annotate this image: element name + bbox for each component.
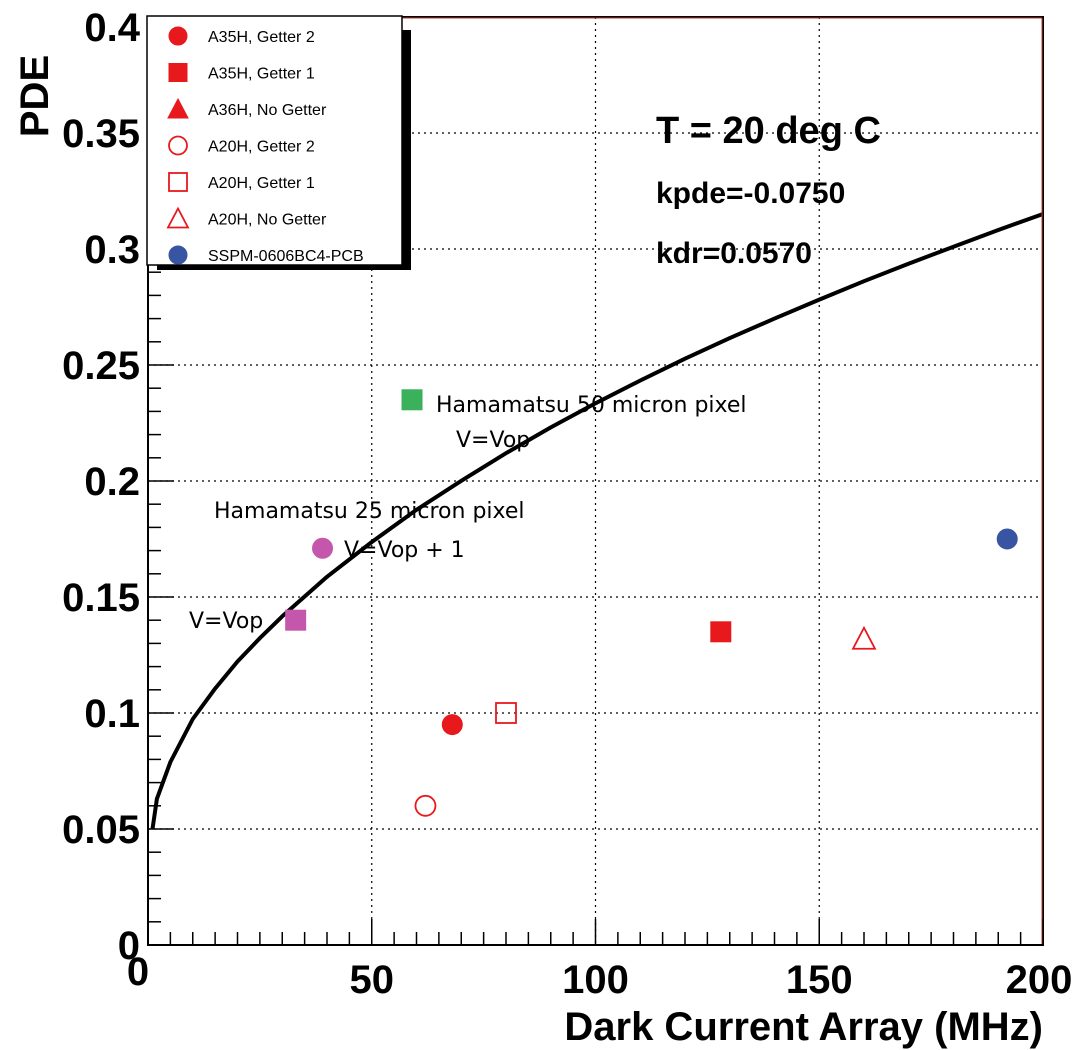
x-tick-label: 200 — [1006, 958, 1073, 1002]
legend-label: A20H, Getter 1 — [208, 175, 315, 192]
kpde-label: kpde=-0.0750 — [656, 177, 845, 210]
data-point — [851, 625, 877, 650]
y-tick-label: 0.4 — [84, 6, 140, 50]
data-point — [401, 389, 423, 411]
legend-label: SSPM-0606BC4-PCB — [208, 248, 364, 265]
y-axis-title: PDE — [13, 55, 57, 137]
y-tick-label: 0.35 — [62, 112, 140, 156]
fit-curve — [150, 212, 1044, 830]
legend-marker — [168, 63, 188, 82]
y-tick-label: 0 — [118, 924, 140, 968]
legend-label: A36H, No Getter — [208, 102, 327, 119]
y-tick-label: 0.1 — [84, 692, 140, 736]
x-tick-label: 150 — [786, 958, 853, 1002]
y-tick-label: 0.3 — [84, 228, 140, 272]
data-points — [285, 389, 1018, 817]
y-tick-label: 0.25 — [62, 344, 140, 388]
x-tick-label: 0 — [127, 950, 149, 994]
legend-marker — [168, 245, 188, 265]
x-tick-label: 50 — [350, 958, 395, 1002]
legend-marker — [167, 97, 189, 119]
data-point — [285, 609, 307, 631]
h50-voltage: V=Vop — [456, 428, 530, 453]
y-tick-label: 0.15 — [62, 576, 140, 620]
y-tick-label: 0.2 — [84, 460, 140, 504]
legend-marker — [168, 26, 188, 46]
data-point — [414, 794, 437, 817]
fit-curve-line — [150, 212, 1044, 830]
x-axis-title: Dark Current Array (MHz) — [564, 1005, 1043, 1049]
data-point — [441, 714, 463, 736]
h50-label: Hamamatsu 50 micron pixel — [436, 393, 747, 418]
data-point — [710, 621, 732, 643]
kdr-label: kdr=0.0570 — [656, 237, 812, 270]
data-point — [495, 702, 517, 724]
legend-label: A35H, Getter 1 — [208, 66, 315, 83]
legend-label: A20H, No Getter — [208, 212, 327, 229]
temperature-label: T = 20 deg C — [656, 110, 881, 152]
legend: A35H, Getter 2 A35H, Getter 1 A36H, No Get… — [146, 15, 411, 270]
grid — [148, 17, 1043, 945]
axis-ticks: 0 0.05 0.1 0.15 0.2 0.25 0.3 0.35 0.4 0 50 100 150 20… — [62, 6, 1072, 1002]
h25-voltage-plus: V=Vop + 1 — [344, 538, 465, 563]
h25-label: Hamamatsu 25 micron pixel — [214, 499, 525, 524]
x-tick-label: 100 — [562, 958, 629, 1002]
legend-label: A35H, Getter 2 — [208, 29, 315, 46]
legend-marker — [168, 172, 188, 192]
y-tick-label: 0.05 — [62, 808, 140, 852]
h25-voltage: V=Vop — [189, 609, 263, 634]
legend-marker — [168, 135, 188, 156]
legend-label: A20H, Getter 2 — [208, 139, 315, 156]
data-point — [312, 537, 334, 559]
legend-marker — [166, 206, 190, 229]
data-point — [996, 528, 1018, 550]
legend-box — [146, 15, 403, 266]
